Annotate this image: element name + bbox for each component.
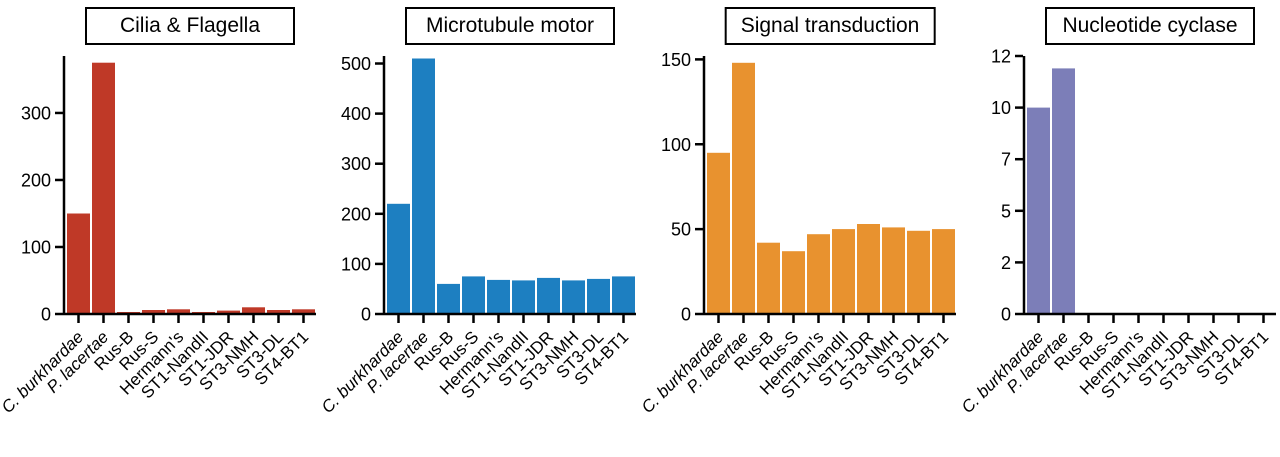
panel-cilia-flagella: Cilia & Flagella 0 100 200 300 C. burkhardae… [0, 0, 320, 457]
y-tick-label: 50 [671, 220, 691, 240]
bar-ST4-BT1 [292, 309, 315, 314]
bar-Rus-S [142, 310, 165, 314]
bar-P. lacertae [1052, 68, 1075, 315]
bar-ST1-JDR [217, 310, 240, 314]
y-tick-label: 200 [21, 170, 51, 190]
bar-Hermann's [167, 309, 190, 314]
bar-ST3-DL [267, 310, 290, 314]
y-tick-label: 400 [341, 104, 371, 124]
bar-ST4-BT1 [932, 229, 955, 314]
chart-title-nucleotide-cyclase: Nucleotide cyclase [1045, 7, 1255, 46]
bar-C. burkhardae [67, 213, 90, 314]
panel-signal-transduction: Signal transduction 0 50 100 150 C. burkhard… [640, 0, 960, 457]
y-tick-label: 5 [1001, 201, 1011, 221]
bar-Hermann's [487, 279, 510, 314]
y-tick-label: 100 [341, 254, 371, 274]
bar-P. lacertae [92, 62, 115, 315]
y-tick-label: 0 [1001, 305, 1011, 325]
panel-microtubule-motor: Microtubule motor 0 100 200 300 400 500 C. bur… [320, 0, 640, 457]
bar-C. burkhardae [1027, 107, 1050, 314]
y-tick-label: 500 [341, 54, 371, 74]
y-tick-label: 12 [991, 47, 1011, 67]
chart-title-signal-transduction: Signal transduction [724, 7, 936, 46]
y-tick-label: 7 [1001, 150, 1011, 170]
bar-ST3-NMH [562, 280, 585, 314]
y-tick-label: 10 [991, 98, 1011, 118]
y-tick-label: 0 [41, 305, 51, 325]
y-tick-label: 100 [21, 237, 51, 257]
bar-ST3-DL [587, 278, 610, 314]
chart-title-microtubule-motor: Microtubule motor [405, 7, 615, 46]
bar-ST1-JDR [537, 277, 560, 314]
y-tick-label: 0 [361, 305, 371, 325]
bar-P. lacertae [412, 58, 435, 314]
y-tick-label: 300 [21, 103, 51, 123]
bar-ST3-DL [907, 230, 930, 314]
bar-Rus-S [462, 276, 485, 314]
bar-Rus-S [782, 251, 805, 314]
panel-nucleotide-cyclase: Nucleotide cyclase 0 2 5 7 10 12 C. burkhardae… [960, 0, 1280, 457]
bar-ST4-BT1 [612, 276, 635, 314]
bar-C. burkhardae [707, 152, 730, 315]
bar-ST1-NandII [512, 280, 535, 314]
y-tick-label: 100 [661, 135, 691, 155]
bar-ST1-JDR [857, 224, 880, 314]
y-tick-label: 150 [661, 50, 691, 70]
bar-Rus-B [757, 242, 780, 314]
y-tick-label: 300 [341, 154, 371, 174]
y-tick-label: 200 [341, 204, 371, 224]
bar-Rus-B [437, 283, 460, 314]
bar-C. burkhardae [387, 203, 410, 314]
y-tick-label: 0 [681, 305, 691, 325]
bar-ST3-NMH [242, 307, 265, 314]
bar-Hermann's [807, 234, 830, 314]
y-tick-label: 2 [1001, 253, 1011, 273]
bar-P. lacertae [732, 62, 755, 314]
bar-ST1-NandII [832, 229, 855, 314]
chart-title-cilia-flagella: Cilia & Flagella [85, 7, 295, 46]
bar-ST3-NMH [882, 227, 905, 314]
